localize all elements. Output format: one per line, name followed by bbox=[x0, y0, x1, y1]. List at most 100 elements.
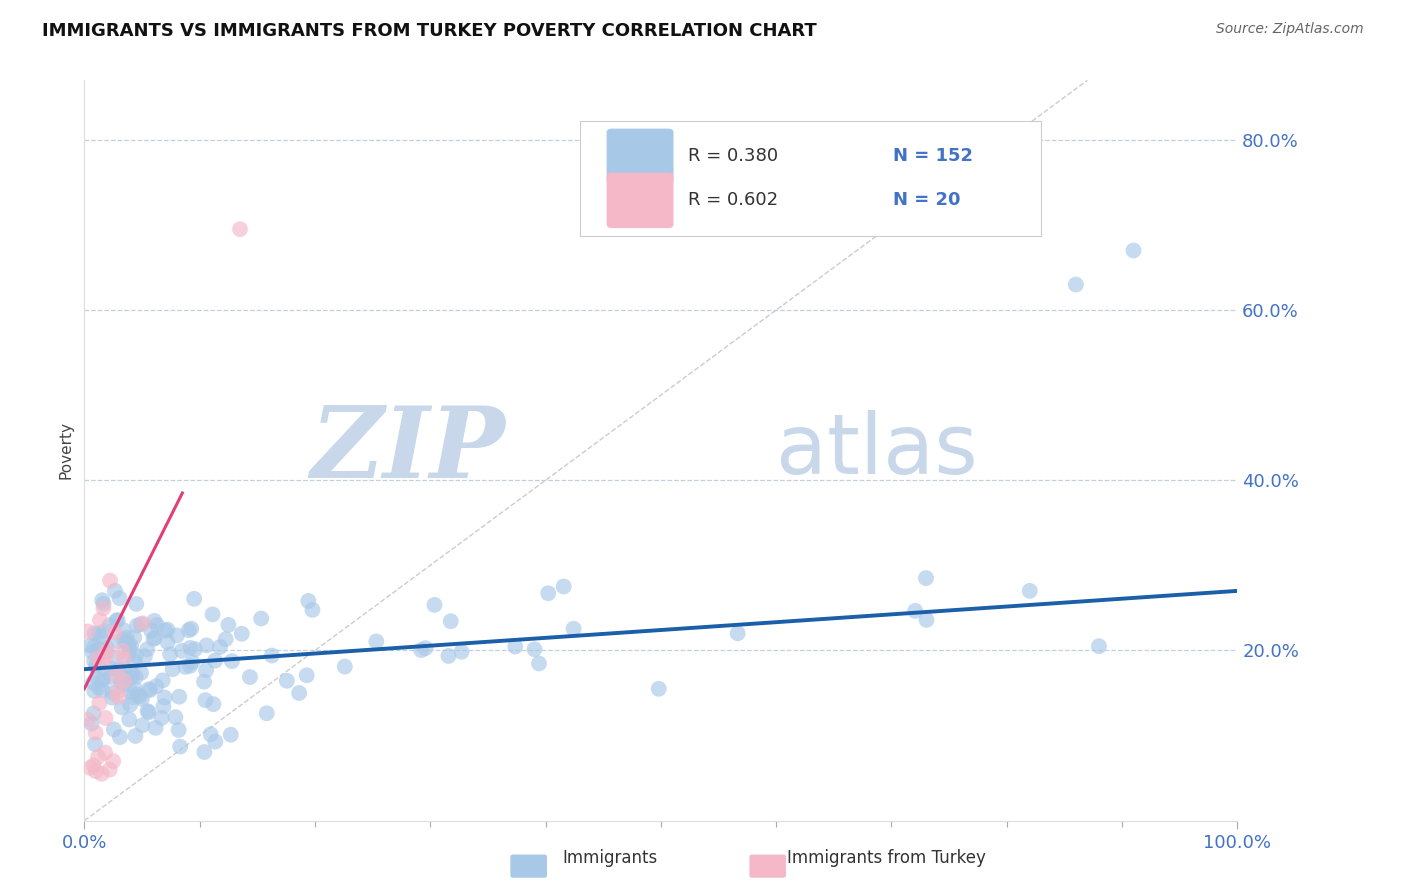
Point bbox=[107, 663, 129, 677]
Point bbox=[527, 657, 550, 671]
Point bbox=[139, 624, 162, 638]
Point bbox=[83, 758, 105, 772]
Point bbox=[115, 635, 138, 649]
Point bbox=[129, 617, 152, 632]
Point bbox=[450, 645, 472, 659]
Point bbox=[217, 618, 239, 632]
Point bbox=[181, 655, 204, 669]
Point bbox=[120, 684, 142, 698]
Point bbox=[107, 634, 129, 648]
Point bbox=[136, 704, 159, 718]
Point bbox=[93, 597, 115, 611]
Point bbox=[82, 675, 104, 690]
Point bbox=[115, 671, 138, 685]
Point bbox=[177, 623, 200, 637]
Point bbox=[111, 700, 134, 714]
Point bbox=[411, 643, 433, 657]
Point bbox=[156, 623, 179, 637]
Point bbox=[89, 696, 111, 710]
Point bbox=[276, 673, 298, 688]
Point bbox=[101, 686, 124, 700]
Y-axis label: Poverty: Poverty bbox=[58, 421, 73, 480]
Text: atlas: atlas bbox=[776, 410, 977, 491]
Point bbox=[83, 626, 105, 640]
Point bbox=[124, 655, 146, 669]
Point bbox=[87, 641, 110, 656]
Point bbox=[202, 697, 225, 711]
Point bbox=[127, 688, 149, 702]
Point bbox=[256, 706, 278, 721]
Point bbox=[87, 651, 110, 665]
Point bbox=[103, 754, 124, 768]
Text: ZIP: ZIP bbox=[311, 402, 505, 499]
FancyBboxPatch shape bbox=[606, 173, 673, 228]
Point bbox=[179, 640, 201, 655]
Point bbox=[117, 637, 139, 651]
Point bbox=[87, 626, 110, 640]
Point bbox=[201, 607, 224, 622]
Point bbox=[134, 649, 156, 664]
Point bbox=[110, 675, 132, 690]
Point bbox=[195, 663, 218, 677]
Point bbox=[89, 630, 111, 644]
Point bbox=[152, 699, 174, 714]
Point bbox=[94, 711, 117, 725]
Point bbox=[84, 659, 107, 673]
Point bbox=[169, 739, 191, 754]
Point bbox=[174, 660, 197, 674]
Point bbox=[118, 647, 141, 661]
Text: Source: ZipAtlas.com: Source: ZipAtlas.com bbox=[1216, 22, 1364, 37]
Point bbox=[1064, 277, 1087, 292]
Point bbox=[105, 685, 128, 699]
Point bbox=[145, 721, 167, 735]
Point bbox=[112, 678, 135, 692]
Point bbox=[91, 683, 114, 698]
Point bbox=[193, 745, 215, 759]
Point bbox=[93, 601, 115, 615]
Point bbox=[90, 767, 112, 781]
Point bbox=[288, 686, 311, 700]
Point bbox=[105, 614, 128, 628]
Point bbox=[231, 626, 253, 640]
Point bbox=[193, 674, 215, 689]
Point bbox=[94, 624, 117, 638]
Point bbox=[112, 674, 135, 689]
Point bbox=[87, 681, 110, 695]
Point bbox=[76, 624, 98, 639]
Point bbox=[124, 681, 146, 696]
Point bbox=[153, 690, 176, 705]
Point bbox=[204, 654, 226, 668]
Point bbox=[229, 222, 252, 236]
Point bbox=[437, 648, 460, 663]
Point bbox=[79, 639, 101, 653]
Point bbox=[194, 693, 217, 707]
Point bbox=[138, 682, 160, 697]
Point bbox=[120, 639, 142, 653]
Text: IMMIGRANTS VS IMMIGRANTS FROM TURKEY POVERTY CORRELATION CHART: IMMIGRANTS VS IMMIGRANTS FROM TURKEY POV… bbox=[42, 22, 817, 40]
Point bbox=[96, 648, 118, 663]
Point bbox=[86, 657, 108, 671]
Point bbox=[423, 598, 446, 612]
Point bbox=[94, 746, 117, 760]
Point bbox=[562, 622, 585, 636]
Point bbox=[214, 632, 236, 647]
Text: N = 20: N = 20 bbox=[893, 192, 960, 210]
Point bbox=[112, 662, 135, 676]
Point bbox=[915, 571, 938, 585]
Point bbox=[100, 661, 122, 675]
Point bbox=[103, 723, 125, 737]
Point bbox=[503, 640, 526, 654]
Point bbox=[143, 631, 166, 645]
Point bbox=[162, 662, 184, 676]
Point bbox=[184, 642, 207, 657]
Text: Immigrants: Immigrants bbox=[562, 849, 658, 867]
Point bbox=[122, 631, 145, 645]
Point bbox=[115, 631, 138, 645]
Point bbox=[82, 645, 104, 659]
Point bbox=[537, 586, 560, 600]
Point bbox=[333, 659, 356, 673]
Point bbox=[136, 642, 159, 657]
Point bbox=[167, 723, 190, 737]
Point bbox=[648, 681, 671, 696]
Point bbox=[297, 594, 319, 608]
